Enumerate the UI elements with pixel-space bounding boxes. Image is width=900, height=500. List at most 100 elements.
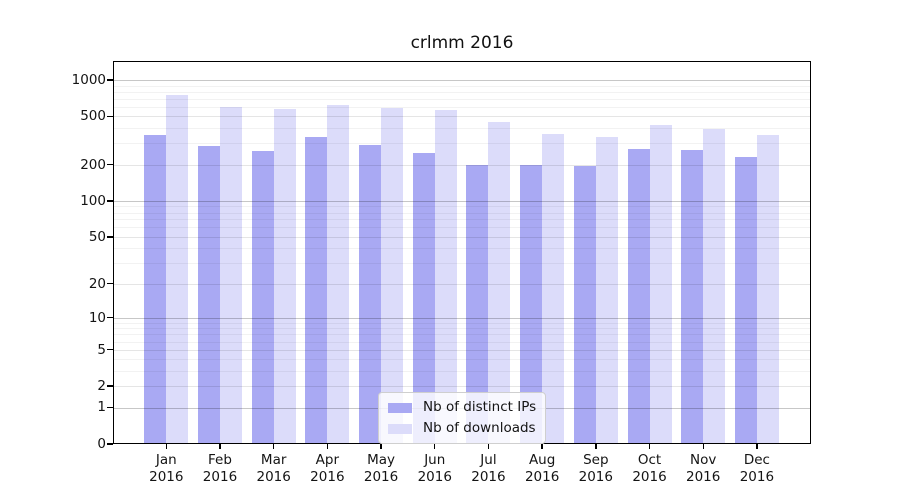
bar-downloads-sep bbox=[595, 137, 618, 444]
grid-layer bbox=[113, 61, 811, 444]
x-tick-mark-apr bbox=[326, 444, 329, 449]
x-tick-mark-jan bbox=[165, 444, 167, 449]
gridline-90 bbox=[113, 206, 811, 208]
gridline-700 bbox=[113, 98, 811, 100]
gridline-100 bbox=[113, 200, 811, 202]
y-tick-mark-20 bbox=[107, 282, 113, 285]
gridline-4 bbox=[113, 359, 811, 361]
gridline-800 bbox=[113, 91, 811, 93]
bar-distinct-ips-mar bbox=[251, 151, 274, 444]
gridline-2 bbox=[113, 386, 811, 388]
x-tick-label-nov: Nov 2016 bbox=[686, 452, 721, 485]
bar-distinct-ips-oct bbox=[627, 149, 650, 444]
x-tick-label-aug: Aug 2016 bbox=[524, 452, 560, 485]
gridline-600 bbox=[113, 106, 811, 108]
gridline-500 bbox=[113, 116, 811, 118]
x-tick-label-dec: Dec 2016 bbox=[739, 452, 775, 485]
legend-swatch-distinct-ips bbox=[388, 402, 412, 413]
x-tick-mark-dec bbox=[756, 444, 758, 449]
y-tick-label-0: 0 bbox=[97, 436, 106, 452]
gridline-50 bbox=[113, 236, 811, 238]
bar-downloads-jun bbox=[434, 110, 457, 444]
y-tick-label-100: 100 bbox=[80, 192, 106, 209]
y-tick-mark-200 bbox=[107, 163, 113, 166]
y-tick-mark-100 bbox=[107, 200, 113, 202]
x-tick-mark-oct bbox=[648, 444, 651, 449]
bar-distinct-ips-dec bbox=[734, 156, 757, 444]
gridline-10 bbox=[113, 317, 811, 319]
gridline-80 bbox=[113, 212, 811, 214]
gridline-40 bbox=[113, 248, 811, 250]
x-tick-label-feb: Feb 2016 bbox=[202, 452, 238, 485]
x-tick-label-jun: Jun 2016 bbox=[417, 452, 452, 485]
gridline-30 bbox=[113, 263, 811, 265]
y-tick-mark-1000 bbox=[107, 79, 113, 81]
y-tick-label-20: 20 bbox=[88, 275, 106, 292]
legend-swatch-downloads bbox=[388, 423, 412, 434]
gridline-400 bbox=[113, 128, 811, 130]
chart-title: crlmm 2016 bbox=[410, 33, 514, 53]
y-tick-mark-0 bbox=[107, 443, 113, 445]
x-tick-label-may: May 2016 bbox=[363, 452, 399, 485]
y-tick-label-50: 50 bbox=[88, 228, 106, 245]
x-tick-mark-sep bbox=[595, 444, 597, 449]
y-tick-label-2: 2 bbox=[97, 378, 106, 395]
bar-distinct-ips-jan bbox=[144, 134, 167, 444]
x-tick-label-oct: Oct 2016 bbox=[632, 452, 667, 485]
gridline-60 bbox=[113, 227, 811, 229]
bar-downloads-aug bbox=[542, 133, 565, 444]
y-tick-label-10: 10 bbox=[88, 309, 106, 326]
bar-downloads-jan bbox=[166, 94, 189, 444]
y-tick-label-500: 500 bbox=[80, 108, 106, 125]
x-tick-label-sep: Sep 2016 bbox=[578, 452, 613, 485]
x-tick-mark-nov bbox=[702, 444, 704, 449]
legend-label-distinct-ips: Nb of distinct IPs bbox=[423, 399, 537, 415]
x-tick-label-apr: Apr 2016 bbox=[310, 452, 345, 485]
gridline-70 bbox=[113, 219, 811, 221]
x-tick-label-jul: Jul 2016 bbox=[471, 452, 506, 485]
bar-downloads-jul bbox=[488, 121, 511, 444]
bar-distinct-ips-aug bbox=[520, 165, 543, 444]
x-tick-mark-aug bbox=[541, 444, 543, 449]
bar-downloads-feb bbox=[219, 106, 242, 444]
gridline-5 bbox=[113, 349, 811, 351]
x-tick-label-mar: Mar 2016 bbox=[256, 452, 291, 485]
bar-distinct-ips-apr bbox=[305, 137, 328, 444]
y-tick-mark-2 bbox=[107, 385, 113, 387]
gridline-300 bbox=[113, 143, 811, 145]
y-tick-mark-5 bbox=[107, 348, 113, 351]
legend-item-distinct-ips: Nb of distinct IPs bbox=[388, 399, 536, 416]
gridline-20 bbox=[113, 283, 811, 285]
y-tick-label-200: 200 bbox=[80, 156, 106, 173]
bar-downloads-apr bbox=[327, 105, 350, 444]
gridline-7 bbox=[113, 334, 811, 336]
x-tick-mark-mar bbox=[272, 444, 275, 449]
gridline-1000 bbox=[113, 80, 811, 81]
bar-downloads-mar bbox=[273, 109, 296, 444]
gridline-200 bbox=[113, 164, 811, 166]
bar-distinct-ips-sep bbox=[573, 165, 596, 444]
legend: Nb of distinct IPs Nb of downloads bbox=[378, 392, 547, 444]
gridline-900 bbox=[113, 85, 811, 87]
y-tick-mark-10 bbox=[107, 316, 113, 319]
y-tick-label-1: 1 bbox=[97, 399, 106, 416]
y-tick-mark-500 bbox=[107, 115, 113, 118]
legend-label-downloads: Nb of downloads bbox=[423, 420, 536, 436]
gridline-6 bbox=[113, 341, 811, 343]
y-tick-mark-1 bbox=[107, 406, 113, 409]
bar-distinct-ips-nov bbox=[681, 150, 704, 444]
x-tick-mark-feb bbox=[219, 444, 221, 449]
bar-distinct-ips-jul bbox=[466, 164, 489, 444]
plot-area: Nb of distinct IPs Nb of downloads bbox=[113, 61, 811, 444]
gridline-3 bbox=[113, 371, 811, 372]
bar-downloads-may bbox=[381, 108, 404, 444]
bar-downloads-nov bbox=[703, 129, 726, 444]
y-tick-mark-50 bbox=[107, 236, 113, 238]
legend-item-downloads: Nb of downloads bbox=[388, 420, 536, 437]
gridline-8 bbox=[113, 328, 811, 330]
x-tick-label-jan: Jan 2016 bbox=[149, 452, 184, 485]
x-tick-mark-may bbox=[380, 444, 382, 449]
bar-downloads-oct bbox=[649, 125, 672, 444]
y-tick-label-5: 5 bbox=[97, 341, 106, 358]
